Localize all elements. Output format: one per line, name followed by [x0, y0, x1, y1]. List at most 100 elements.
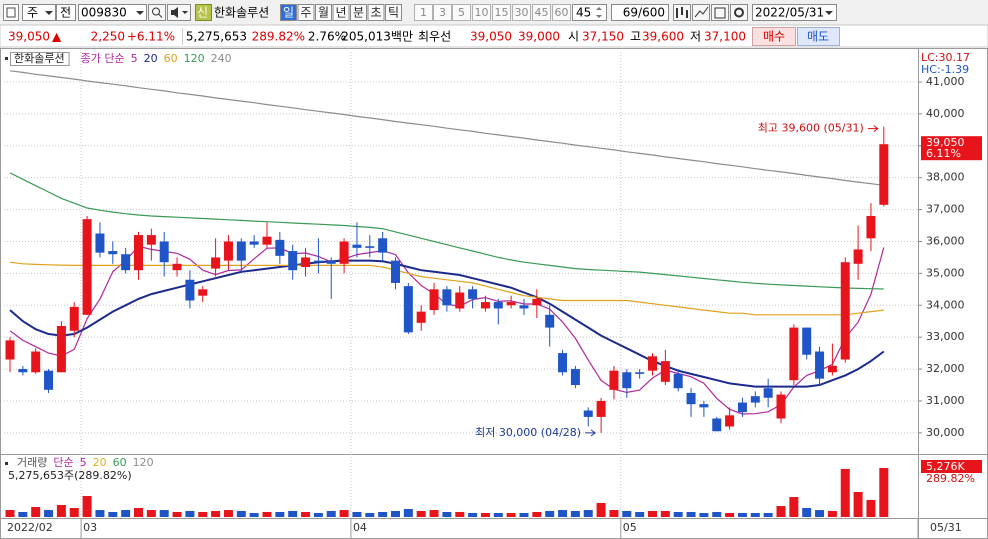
legend-entry: 60: [113, 456, 127, 469]
interval-button[interactable]: [433, 4, 452, 21]
volume-bar: [712, 511, 722, 517]
volume-bar: [468, 513, 478, 517]
candle-body: [108, 251, 118, 255]
menu-icon-glyph: [6, 7, 16, 18]
candle-body: [403, 286, 413, 333]
volume-bar: [198, 511, 208, 517]
candle-body: [879, 144, 889, 205]
candle-body: [827, 365, 837, 373]
legend-entry: 20: [93, 456, 107, 469]
legend-entry: 120: [133, 456, 154, 469]
y-tick-label: 33,000: [926, 330, 965, 343]
quote-bar: 39,050 ▲ 2,250 +6.11% 5,275,653 289.82% 2.76%2…: [8, 27, 840, 46]
candle-body: [686, 392, 696, 405]
low-annotation: 최저 30,000 (04/28): [475, 426, 581, 439]
sound-button[interactable]: [167, 4, 191, 21]
legend-label: 단순: [53, 456, 73, 469]
candle-body: [532, 298, 542, 306]
period-tab[interactable]: [367, 4, 385, 21]
volume-bar: [223, 510, 233, 517]
period-text: 월: [318, 6, 329, 20]
period-text: 틱: [388, 6, 399, 20]
x-tick-label: 05: [623, 521, 637, 534]
volume-bar: [185, 510, 195, 517]
candle-body: [326, 260, 336, 264]
volume-bar: [236, 510, 246, 517]
candle-body: [134, 235, 143, 271]
ma-line: [9, 70, 884, 186]
volume-bar: [570, 510, 580, 517]
sell-button[interactable]: [797, 27, 840, 46]
candle-body: [789, 327, 799, 381]
candle-body: [455, 292, 465, 309]
volume-bar: [648, 510, 657, 517]
volume-bar: [378, 511, 388, 517]
period-tab[interactable]: [297, 4, 315, 21]
last-price-label: 39,050: [926, 136, 965, 149]
quote-best-label: 최우선: [418, 30, 451, 44]
volume-bar: [365, 513, 375, 517]
y-tick-label: 35,000: [926, 266, 965, 279]
volume-bar: [686, 511, 696, 517]
volume-bar: [69, 507, 79, 517]
code-input[interactable]: [78, 4, 147, 21]
candle-body: [635, 372, 645, 374]
interval-button[interactable]: [512, 4, 531, 21]
volume-bar: [737, 513, 747, 517]
last-volume-pct: 289.82%: [926, 472, 975, 485]
candle-body: [185, 279, 195, 301]
volume-bar: [866, 500, 876, 517]
volume-bar: [416, 510, 426, 517]
period-text: 주: [300, 6, 311, 20]
volume-bar: [583, 510, 593, 517]
volume-bar: [403, 509, 413, 517]
volume-bar: [262, 511, 272, 517]
quote-open: 37,150: [582, 30, 624, 44]
volume-bar: [827, 510, 837, 517]
quote-turnover: 2.76%: [308, 30, 346, 44]
candle-body: [5, 340, 15, 360]
interval-text: 30: [515, 6, 529, 19]
volume-bar: [699, 513, 709, 517]
count-input[interactable]: [611, 4, 669, 21]
date-input[interactable]: [752, 4, 837, 21]
period-tab[interactable]: [350, 4, 367, 21]
settings-button[interactable]: [730, 4, 748, 21]
tool-glyph: [714, 7, 726, 19]
search-button[interactable]: [148, 4, 166, 21]
volume-bar: [56, 505, 66, 517]
interval-button[interactable]: [472, 4, 491, 21]
volume-bar: [146, 510, 156, 517]
candle-body: [468, 289, 478, 299]
market-select[interactable]: [22, 4, 56, 21]
interval-button[interactable]: [552, 4, 571, 21]
y-tick-label: 40,000: [926, 107, 965, 120]
candle-body: [262, 236, 272, 245]
period-tab[interactable]: [332, 4, 350, 21]
candle-body: [288, 251, 298, 271]
period-tab[interactable]: [385, 4, 402, 21]
interval-button[interactable]: [414, 4, 433, 21]
volume-bar: [532, 511, 542, 517]
volume-bar: [391, 510, 400, 517]
quote-bid: 39,000: [518, 30, 560, 44]
interval-buttons: 1 3 5 10 15 30 45 60: [414, 4, 571, 21]
menu-icon[interactable]: [3, 4, 19, 21]
volume-bar: [789, 497, 799, 517]
interval-button[interactable]: [492, 4, 511, 21]
quote-arrow: ▲: [52, 30, 62, 44]
volume-bar: [44, 510, 54, 517]
ma-line: [9, 259, 885, 388]
period-tab[interactable]: [315, 4, 332, 21]
buy-button[interactable]: [752, 27, 796, 46]
interval-button[interactable]: [452, 4, 471, 21]
volume-bar: [596, 502, 606, 517]
mode-button[interactable]: [56, 4, 76, 21]
period-tab[interactable]: [280, 4, 297, 21]
volume-bar: [750, 513, 760, 517]
legend-entry: 20: [144, 52, 158, 65]
volume-bar: [493, 513, 503, 517]
interval-button[interactable]: [532, 4, 551, 21]
